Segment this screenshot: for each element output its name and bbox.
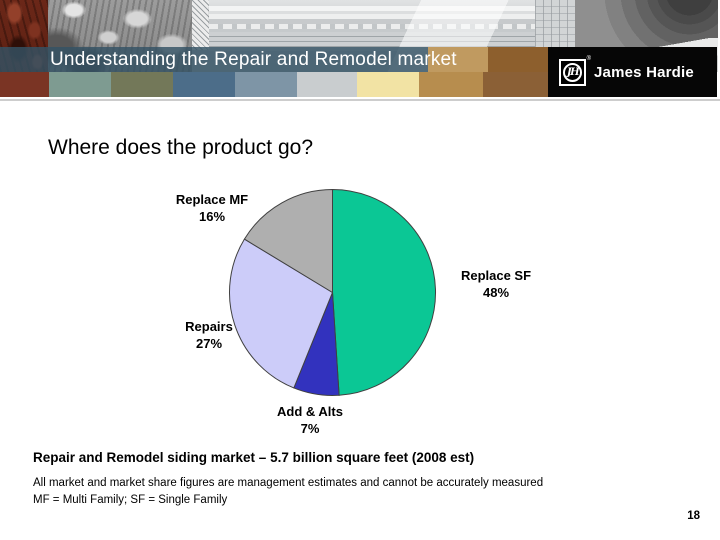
pie-label-replace-mf: Replace MF 16% xyxy=(152,191,272,225)
slice-percent: 48% xyxy=(482,285,510,300)
palette-square xyxy=(483,72,548,97)
page-title: Where does the product go? xyxy=(48,136,314,159)
estimates-disclaimer: All market and market share figures are … xyxy=(33,477,544,489)
slice-percent: 7% xyxy=(300,421,320,436)
palette-square xyxy=(49,72,111,97)
slice-name: Replace SF xyxy=(460,268,532,283)
header-photo-strip xyxy=(0,0,718,72)
header-divider xyxy=(0,99,720,101)
page-number: 18 xyxy=(687,510,700,522)
jh-monogram-icon: JH xyxy=(563,62,582,82)
photo-house-siding xyxy=(192,0,575,72)
palette-square xyxy=(0,72,49,97)
slice-name: Add & Alts xyxy=(277,404,343,419)
pie-slice-repairs xyxy=(229,238,334,389)
pie-label-repairs: Repairs 27% xyxy=(149,318,269,352)
james-hardie-logo-icon: JH ® xyxy=(559,56,591,86)
registered-trademark: ® xyxy=(586,55,591,62)
james-hardie-logo: JH ® James Hardie xyxy=(548,47,717,97)
palette-square xyxy=(173,72,235,97)
slice-name: Repairs xyxy=(185,319,233,334)
palette-square xyxy=(235,72,297,97)
pie-label-add-alts: Add & Alts 7% xyxy=(250,403,370,437)
pie-slice-replace-mf xyxy=(243,188,333,294)
palette-square xyxy=(111,72,173,97)
brand-name: James Hardie xyxy=(594,63,694,81)
slice-percent: 16% xyxy=(198,209,226,224)
slice-name: Replace MF xyxy=(175,192,249,207)
banner-title-band: Understanding the Repair and Remodel mar… xyxy=(0,47,548,72)
pie-chart xyxy=(229,188,436,396)
palette-squares-row xyxy=(0,72,548,97)
pie-label-replace-sf: Replace SF 48% xyxy=(436,267,556,301)
palette-square xyxy=(297,72,357,97)
pie-slice-replace-sf xyxy=(332,188,436,396)
market-size-headline: Repair and Remodel siding market – 5.7 b… xyxy=(33,450,475,465)
abbreviation-note: MF = Multi Family; SF = Single Family xyxy=(33,494,228,506)
palette-square xyxy=(419,72,483,97)
slice-percent: 27% xyxy=(195,336,223,351)
palette-square xyxy=(357,72,419,97)
banner-title: Understanding the Repair and Remodel mar… xyxy=(50,48,457,70)
